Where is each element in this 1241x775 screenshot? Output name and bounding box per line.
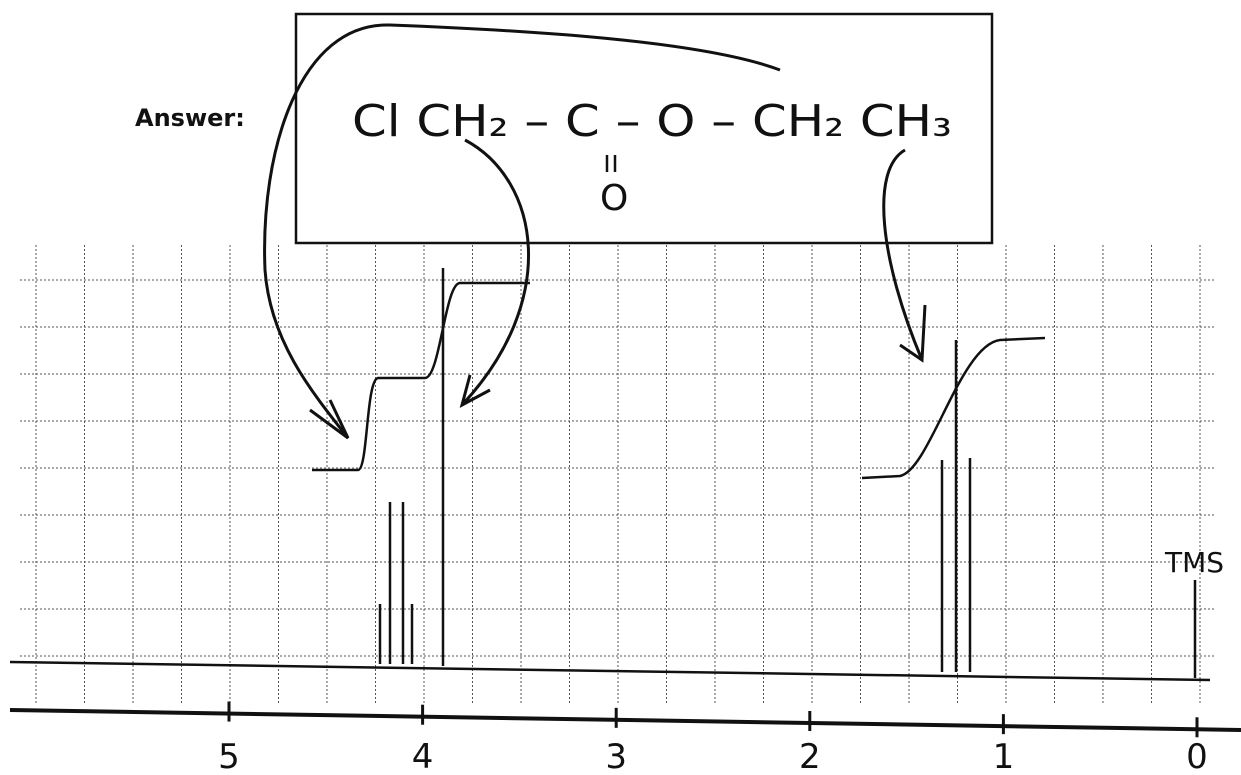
- x-axis: [9, 708, 1241, 732]
- tms-label: TMS: [1164, 546, 1224, 579]
- integral-curves: [312, 281, 1046, 480]
- integral-curve: [861, 336, 1046, 480]
- arrow: [460, 138, 531, 407]
- axis-label: 3: [605, 737, 627, 775]
- axis-label: 2: [799, 737, 821, 775]
- arrow: [882, 148, 924, 361]
- arrow: [263, 23, 781, 439]
- axis-labels: 5 4 3 2 1 0: [218, 701, 1208, 775]
- peaks: [378, 268, 1197, 678]
- axis-label: 4: [412, 737, 434, 775]
- answer-label: Answer:: [135, 104, 245, 132]
- formula: Cl CH₂ – C – O – CH₂ CH₃: [352, 96, 952, 147]
- axis-label: 5: [218, 737, 240, 775]
- arrow-head: [309, 399, 350, 440]
- arrow-head: [899, 304, 927, 363]
- integral-curve: [312, 281, 530, 472]
- grid: [20, 245, 1215, 705]
- carbonyl-oxygen: O: [600, 178, 628, 219]
- arrows: [263, 23, 927, 440]
- axis-label: 1: [993, 737, 1015, 775]
- arrow-head: [459, 374, 491, 408]
- baseline: [9, 660, 1211, 682]
- axis-label: 0: [1186, 737, 1208, 775]
- answer-box: [294, 12, 994, 245]
